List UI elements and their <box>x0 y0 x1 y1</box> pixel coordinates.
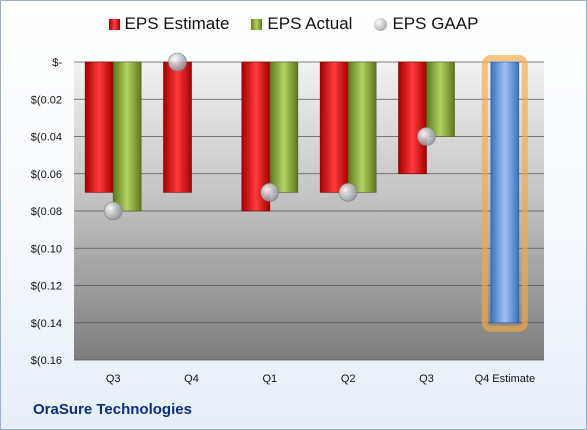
y-tick-label: $(0.14 <box>31 318 62 330</box>
marker-eps-gaap <box>168 52 187 72</box>
bar-eps-actual <box>347 61 377 193</box>
bar-eps-estimate <box>398 61 427 175</box>
marker-eps-gaap <box>417 127 436 146</box>
legend-swatch-eps-actual <box>251 18 263 30</box>
legend-swatch-eps-gaap <box>374 17 388 31</box>
x-tick-label: Q3 <box>106 373 121 385</box>
x-tick-label: Q4 <box>184 373 199 385</box>
x-tick-label: Q2 <box>341 373 356 385</box>
legend-item-eps-actual: EPS Actual <box>251 14 352 34</box>
x-axis-ticks: Q3 Q4 Q1 Q2 Q3 Q4 Estimate <box>106 373 535 385</box>
bar-eps-actual <box>426 61 455 137</box>
y-tick-label: $(0.06 <box>31 169 62 181</box>
legend-label-eps-actual: EPS Actual <box>267 14 353 33</box>
marker-eps-gaap <box>260 183 280 202</box>
y-tick-label: $(0.16 <box>31 355 62 367</box>
legend-label-eps-gaap: EPS GAAP <box>392 14 479 33</box>
legend-item-eps-gaap: EPS GAAP <box>374 14 478 34</box>
marker-eps-gaap <box>103 201 123 221</box>
x-tick-label: Q4 Estimate <box>475 373 536 385</box>
bar-eps-estimate-projection <box>490 61 520 324</box>
legend-item-eps-estimate: EPS Estimate <box>108 14 230 34</box>
bar-eps-actual <box>269 61 299 193</box>
y-tick-label: $(0.02 <box>31 94 62 106</box>
chart-title: OraSure Technologies <box>33 401 192 418</box>
bar-eps-estimate <box>163 61 192 193</box>
projection-highlight <box>481 55 528 332</box>
bar-eps-estimate <box>319 61 349 193</box>
y-tick-label: $- <box>52 57 62 69</box>
bar-eps-estimate <box>84 61 114 193</box>
bars <box>84 55 528 332</box>
x-tick-label: Q1 <box>262 373 277 385</box>
y-tick-label: $(0.10 <box>31 243 62 255</box>
y-tick-label: $(0.08 <box>31 206 62 218</box>
legend: EPS Estimate EPS Actual EPS GAAP <box>0 14 587 34</box>
y-tick-label: $(0.12 <box>31 281 62 293</box>
y-tick-label: $(0.04 <box>31 132 62 144</box>
legend-label-eps-estimate: EPS Estimate <box>124 14 230 33</box>
x-tick-label: Q3 <box>419 373 434 385</box>
y-axis-ticks: $- $(0.02 $(0.04 $(0.06 $(0.08 $(0.10 $(0.12 $(… <box>31 57 63 367</box>
gaap-markers <box>103 52 436 221</box>
gridlines <box>74 61 544 361</box>
bar-eps-actual <box>112 61 142 212</box>
marker-eps-gaap <box>338 183 358 202</box>
legend-swatch-eps-estimate <box>108 18 120 30</box>
